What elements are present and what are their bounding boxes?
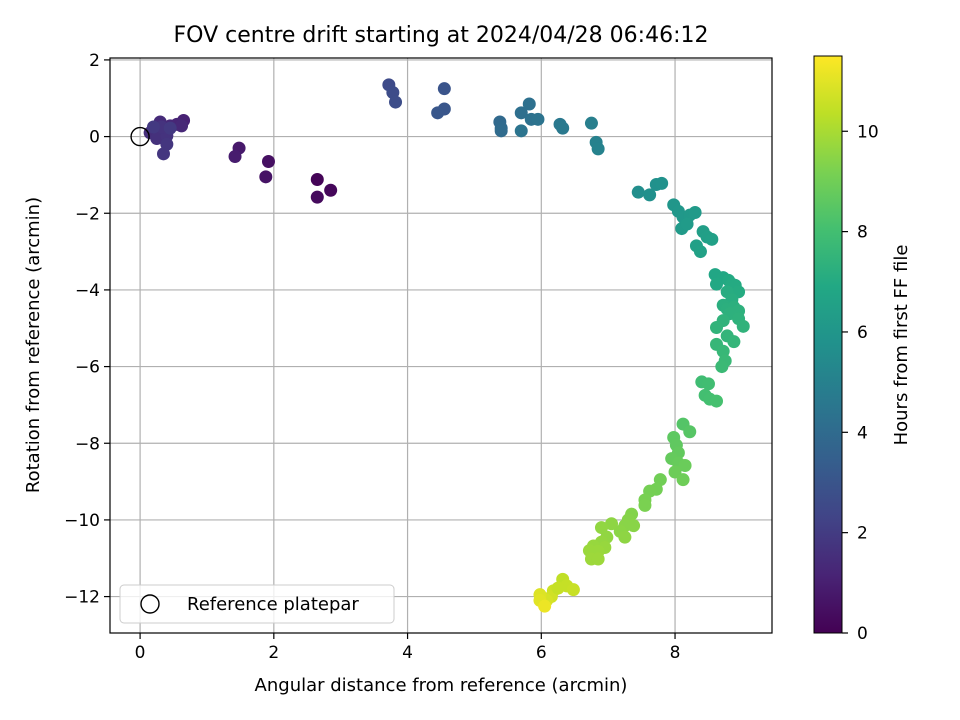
x-tick-label: 6 [536,643,547,663]
scatter-point [156,147,170,161]
x-tick-label: 8 [670,643,681,663]
legend-entry: Reference platepar [187,594,359,615]
scatter-point [678,458,692,472]
scatter-point [556,121,570,135]
grid-lines [110,58,772,633]
x-axis-ticks: 0 2 4 6 8 [135,633,681,663]
y-tick-label: −12 [64,588,100,608]
y-tick-label: 2 [89,51,100,71]
scatter-point [701,377,715,391]
scatter-point [514,124,528,138]
scatter-point [146,120,160,134]
scatter-point [566,583,580,597]
scatter-point [655,176,669,190]
scatter-point [627,519,641,533]
scatter-point [150,132,164,145]
reference-point-marker [130,126,150,147]
scatter-point [310,190,324,204]
scatter-point [551,581,565,595]
scatter-point [437,82,451,96]
scatter-point [228,150,242,164]
colorbar-tick-label: 0 [857,624,868,644]
scatter-point [638,498,652,512]
scatter-point [591,142,605,156]
scatter-point [715,360,729,374]
scatter-point [709,394,723,408]
scatter-points [143,78,750,613]
scatter-point [261,155,275,168]
scatter-point [310,173,324,187]
scatter-point [538,599,552,613]
colorbar [813,55,843,634]
scatter-point [643,188,657,202]
legend: Reference platepar [119,584,395,624]
colorbar-tick-label: 10 [857,122,879,142]
x-tick-label: 2 [268,643,279,663]
colorbar-label: Hours from first FF file [891,245,912,446]
chart-title: FOV centre drift starting at 2024/04/28 … [174,23,709,48]
y-tick-label: −10 [64,511,100,531]
scatter-point [631,185,645,199]
scatter-point [584,116,598,130]
y-tick-label: −2 [75,204,100,224]
scatter-point [431,106,445,120]
y-axis-label: Rotation from reference (arcmin) [23,197,44,493]
x-tick-label: 4 [402,643,413,663]
scatter-point [494,124,508,138]
plot-frame [109,57,773,634]
colorbar-tick-label: 2 [857,524,868,544]
scatter-point [683,425,697,439]
scatter-point [591,552,605,566]
scatter-point [389,95,403,109]
legend-marker-icon [140,594,160,614]
scatter-point [531,112,545,126]
scatter-point [727,335,741,349]
scatter-point [605,517,619,531]
colorbar-ticks: 0 2 4 6 8 10 [842,122,879,644]
x-axis-label: Angular distance from reference (arcmin) [255,675,628,696]
x-tick-label: 0 [135,643,146,663]
scatter-point [259,170,273,184]
scatter-point [175,119,189,133]
y-tick-label: −6 [75,358,100,378]
y-axis-ticks: 2 0 −2 −4 −6 −8 −10 −12 [64,51,110,608]
colorbar-tick-label: 8 [857,223,868,243]
colorbar-tick-label: 4 [857,423,868,443]
y-tick-label: 0 [89,128,100,148]
legend-box [119,584,395,624]
colorbar-tick-label: 6 [857,323,868,343]
scatter-point [688,205,702,219]
scatter-point [324,183,338,197]
scatter-point [693,245,707,259]
scatter-point [522,97,536,111]
scatter-point [618,530,632,544]
scatter-point [668,465,682,479]
scatter-point [680,217,694,231]
scatter-point [594,521,608,535]
scatter-point [514,106,528,120]
scatter-point [709,320,723,334]
y-tick-label: −4 [75,281,100,301]
y-tick-label: −8 [75,434,100,454]
scatter-point [676,473,690,487]
scatter-point [705,232,719,246]
scatter-point [163,121,177,135]
scatter-point [736,319,750,333]
scatter-point [709,277,723,291]
